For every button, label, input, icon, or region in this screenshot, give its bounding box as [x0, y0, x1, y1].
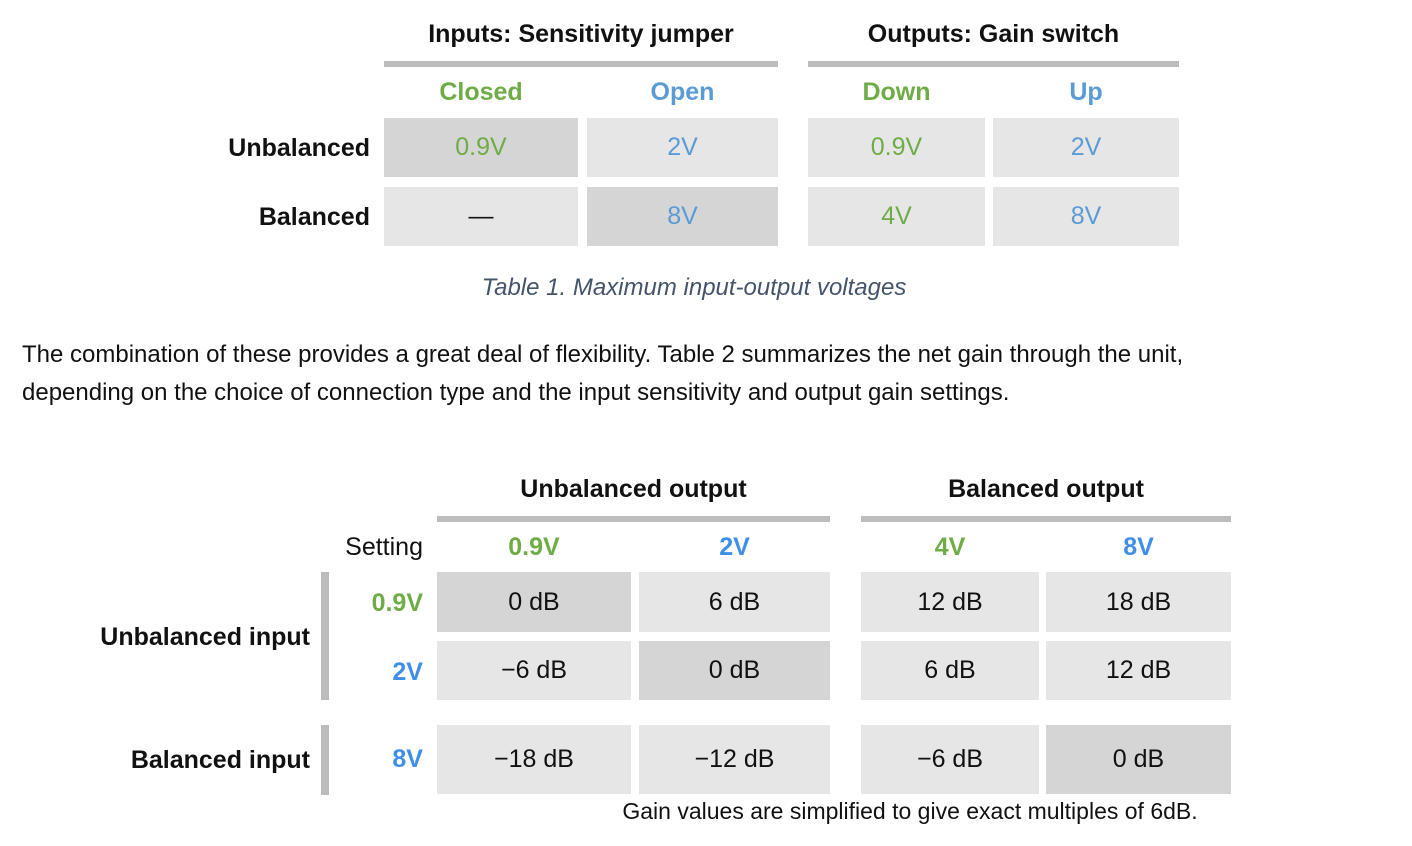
table2-balanced-output-rule — [861, 516, 1231, 522]
table1-cell: 4V — [808, 187, 985, 246]
table1-cell: 2V — [587, 118, 778, 177]
table2-cell: 0 dB — [437, 572, 631, 632]
table2-cell: 12 dB — [1046, 641, 1231, 700]
table2-setting-label: Setting — [345, 533, 423, 561]
table2-balanced-output-title: Balanced output — [948, 475, 1144, 503]
table1-cell: 8V — [587, 187, 778, 246]
table1-col-down: Down — [862, 78, 931, 106]
table1-cell: 0.9V — [808, 118, 985, 177]
body-paragraph: The combination of these provides a grea… — [22, 336, 1402, 412]
table2-cell: −6 dB — [437, 641, 631, 700]
table2-row-setting-2v: 2V — [392, 658, 423, 686]
table2-row-setting-8v: 8V — [392, 745, 423, 773]
table1-cell: — — [384, 187, 578, 246]
table2-note: Gain values are simplified to give exact… — [622, 798, 1198, 824]
table2-row-setting-0.9v: 0.9V — [371, 589, 423, 617]
table1-inputs-rule — [384, 61, 778, 67]
table2-balanced-input-label: Balanced input — [130, 746, 310, 774]
table1-col-open: Open — [650, 78, 715, 106]
table2-cell: −12 dB — [639, 725, 830, 794]
table1-col-closed: Closed — [439, 78, 523, 106]
table1-inputs-title: Inputs: Sensitivity jumper — [428, 20, 734, 48]
table1-cell: 0.9V — [384, 118, 578, 177]
table2-col-0.9v: 0.9V — [508, 533, 560, 561]
table2-unbalanced-output-title: Unbalanced output — [520, 475, 747, 503]
table2-col-8v: 8V — [1123, 533, 1154, 561]
table2-cell: 12 dB — [861, 572, 1039, 632]
table2-cell: 0 dB — [1046, 725, 1231, 794]
table2-cell: 0 dB — [639, 641, 830, 700]
table2-cell: 6 dB — [861, 641, 1039, 700]
table2-unbalanced-input-bar — [321, 572, 329, 700]
table2-col-2v: 2V — [719, 533, 750, 561]
table2-cell: −18 dB — [437, 725, 631, 794]
table1-cell: 8V — [993, 187, 1179, 246]
paragraph-line-2: depending on the choice of connection ty… — [22, 379, 1010, 406]
table2-cell: 18 dB — [1046, 572, 1231, 632]
table2-unbalanced-output-rule — [437, 516, 830, 522]
table2-unbalanced-input-label: Unbalanced input — [100, 623, 310, 651]
table2-cell: −6 dB — [861, 725, 1039, 794]
table2-col-4v: 4V — [934, 533, 966, 561]
table2-cell: 6 dB — [639, 572, 830, 632]
table1-outputs-rule — [808, 61, 1179, 67]
table1-outputs-title: Outputs: Gain switch — [867, 20, 1120, 48]
table1-row-label-unbalanced: Unbalanced — [228, 134, 370, 162]
table1-caption: Table 1. Maximum input-output voltages — [481, 274, 907, 301]
table1-cell: 2V — [993, 118, 1179, 177]
paragraph-line-1: The combination of these provides a grea… — [22, 341, 1184, 368]
table1-col-up: Up — [1069, 78, 1103, 106]
table2-balanced-input-bar — [321, 725, 329, 795]
table1-row-label-balanced: Balanced — [258, 203, 370, 231]
